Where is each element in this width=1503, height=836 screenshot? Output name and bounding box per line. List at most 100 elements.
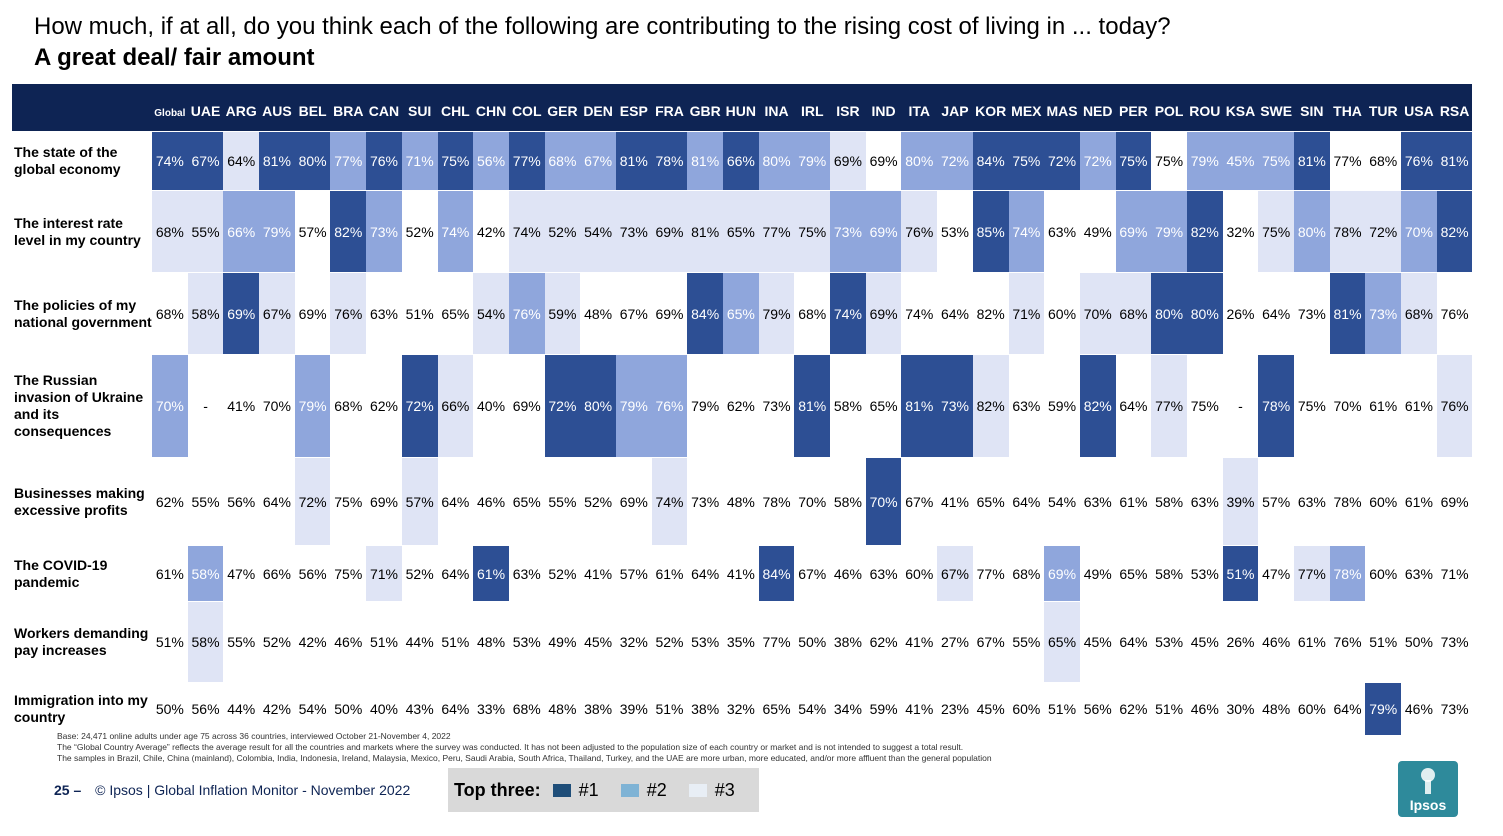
table-cell: 72%	[401, 355, 438, 457]
logo-figure-icon	[1421, 768, 1435, 794]
table-cell: 79%	[1151, 191, 1187, 272]
table-cell: 77%	[762, 634, 791, 650]
table-cell: 44%	[227, 701, 256, 717]
table-cell: 50%	[155, 701, 184, 717]
table-cell: 82%	[1436, 191, 1473, 272]
footnotes: Base: 24,471 online adults under age 75 …	[57, 731, 992, 764]
table-cell: 64%	[1012, 493, 1041, 510]
table-cell: 73%	[1365, 273, 1402, 354]
table-cell: 75%	[794, 191, 831, 272]
table-cell: 68%	[512, 701, 541, 717]
table-cell: 76%	[901, 191, 938, 272]
table-cell: 42%	[477, 223, 506, 240]
table-cell: 78%	[1329, 546, 1366, 601]
table-cell: 61%	[1404, 398, 1433, 414]
table-cell: 63%	[1297, 493, 1326, 510]
table-cell: 81%	[687, 191, 723, 272]
table-cell: 61%	[473, 546, 509, 601]
table-cell: 77%	[1294, 546, 1330, 601]
table-cell: 66%	[723, 132, 759, 190]
table-cell: 60%	[1369, 565, 1398, 582]
table-cell: 75%	[1297, 398, 1326, 414]
table-cell: 42%	[298, 634, 327, 650]
table-cell: 67%	[798, 565, 827, 582]
column-header: JAP	[937, 84, 973, 131]
table-cell: 40%	[477, 398, 506, 414]
table-cell: 67%	[259, 273, 295, 354]
column-header: ITA	[901, 84, 938, 131]
column-header: BEL	[294, 84, 331, 131]
column-header: FRA	[651, 84, 688, 131]
column-header: KOR	[972, 84, 1009, 131]
table-cell: 56%	[473, 132, 509, 190]
table-cell: 82%	[330, 191, 367, 272]
logo-text: Ipsos	[1409, 797, 1447, 813]
row-label: The Russian invasion of Ukraine and its …	[14, 372, 144, 439]
table-cell: 38%	[584, 701, 613, 717]
table-cell: 76%	[330, 273, 367, 354]
table-cell: 69%	[223, 273, 260, 354]
table-cell: 79%	[758, 273, 795, 354]
table-cell: 59%	[544, 273, 581, 354]
table-cell: 51%	[369, 634, 398, 650]
column-header: Global	[152, 84, 188, 131]
table-cell: 73%	[1440, 701, 1469, 717]
footer: 25 – © Ipsos | Global Inflation Monitor …	[54, 782, 410, 798]
column-header: MEX	[1008, 84, 1045, 131]
column-header: COL	[508, 84, 545, 131]
table-cell: 62%	[155, 493, 184, 510]
table-cell: 71%	[1008, 273, 1045, 354]
table-cell: 76%	[1333, 634, 1362, 650]
table-cell: 51%	[1222, 546, 1259, 601]
table-cell: 60%	[1012, 701, 1041, 717]
table-cell: 76%	[651, 355, 688, 457]
table-cell: 51%	[1155, 701, 1184, 717]
column-header: SUI	[401, 84, 438, 131]
row-label: The policies of my national government	[14, 296, 152, 330]
table-cell: 51%	[441, 634, 470, 650]
table-cell: 63%	[1190, 493, 1219, 510]
table-cell: 71%	[1440, 565, 1469, 582]
table-cell: 52%	[405, 565, 434, 582]
table-cell: 65%	[1119, 565, 1148, 582]
table-cell: 34%	[833, 701, 862, 717]
table-cell: 58%	[1155, 565, 1184, 582]
table-cell: 80%	[1186, 273, 1223, 354]
table-cell: 68%	[1012, 565, 1041, 582]
table-cell: 72%	[1079, 132, 1116, 190]
table-cell: 52%	[262, 634, 291, 650]
table-cell: 79%	[691, 398, 720, 414]
table-cell: 67%	[976, 634, 1005, 650]
table-cell: 69%	[1115, 191, 1152, 272]
column-header: SIN	[1294, 84, 1330, 131]
table-cell: 77%	[758, 191, 795, 272]
column-header: TUR	[1365, 84, 1402, 131]
table-cell: 72%	[1044, 132, 1080, 190]
column-header: DEN	[580, 84, 616, 131]
column-header: KSA	[1222, 84, 1259, 131]
table-cell: 54%	[473, 273, 509, 354]
table-cell: 64%	[262, 493, 291, 510]
page-number: 25 –	[54, 782, 82, 798]
table-cell: 53%	[512, 634, 541, 650]
table-cell: 56%	[191, 701, 220, 717]
table-cell: 84%	[758, 546, 795, 601]
table-cell: 68%	[544, 132, 581, 190]
table-cell: 48%	[477, 634, 506, 650]
table-cell: 54%	[798, 701, 827, 717]
table-cell: 54%	[1048, 493, 1077, 510]
table-cell: 69%	[1044, 546, 1080, 601]
table-cell: 61%	[655, 565, 684, 582]
table-cell: 75%	[1258, 132, 1294, 190]
table-cell: -	[1238, 398, 1243, 414]
legend-swatch-1	[552, 783, 571, 797]
legend-item-1: #1	[552, 780, 599, 801]
table-cell: 58%	[833, 493, 862, 510]
table-cell: 79%	[1186, 132, 1223, 190]
table-cell: 79%	[794, 132, 831, 190]
table-cell: 59%	[869, 701, 898, 717]
footer-text: © Ipsos | Global Inflation Monitor - Nov…	[95, 782, 411, 798]
table-cell: 73%	[691, 493, 720, 510]
table-cell: 55%	[227, 634, 256, 650]
table-cell: 73%	[830, 191, 866, 272]
